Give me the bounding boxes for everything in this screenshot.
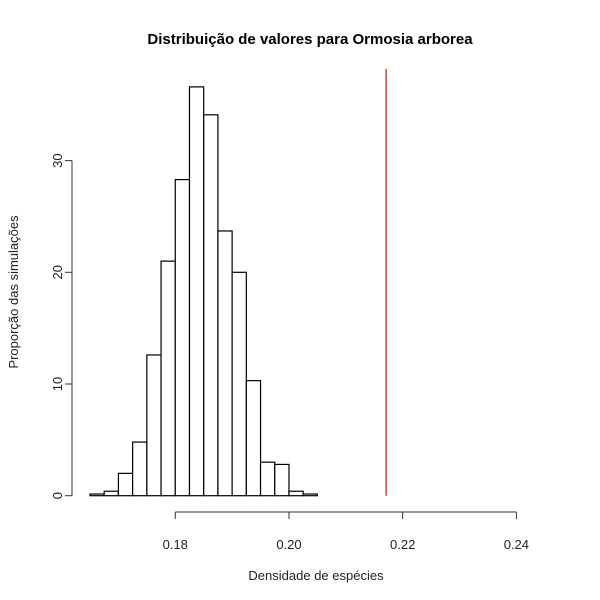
y-tick-label: 0 xyxy=(50,492,65,499)
histogram-bar xyxy=(259,461,276,497)
x-axis: 0.18 0.20 0.22 0.24 xyxy=(163,511,529,552)
chart-title: Distribuição de valores para Ormosia arb… xyxy=(147,31,473,48)
histogram-bar xyxy=(203,114,219,497)
y-axis-label: Proporção das simulações xyxy=(6,215,21,369)
x-tick-label: 0.24 xyxy=(504,537,529,552)
x-tick-label: 0.18 xyxy=(163,537,188,552)
histogram-bar xyxy=(188,86,205,497)
histogram-bar xyxy=(160,260,176,497)
histogram-bar xyxy=(174,178,191,497)
histogram-bar xyxy=(89,493,105,497)
histogram-bar xyxy=(217,230,233,497)
histogram-bar xyxy=(274,463,290,497)
y-tick-label: 30 xyxy=(50,153,65,167)
histogram-bar xyxy=(117,472,134,497)
x-tick-label: 0.22 xyxy=(390,537,415,552)
histogram-bar xyxy=(103,490,120,497)
histogram-bar xyxy=(231,271,247,497)
histogram-bar xyxy=(302,493,318,497)
y-tick-label: 20 xyxy=(50,265,65,279)
x-axis-label: Densidade de espécies xyxy=(248,568,384,583)
bars xyxy=(89,69,387,497)
histogram-bar xyxy=(288,490,304,497)
histogram-bar xyxy=(132,441,148,497)
x-tick-label: 0.20 xyxy=(276,537,301,552)
y-tick-label: 10 xyxy=(50,377,65,391)
histogram-bar xyxy=(245,380,262,497)
histogram-bar xyxy=(146,354,162,497)
y-axis: 0 10 20 30 xyxy=(50,153,73,499)
